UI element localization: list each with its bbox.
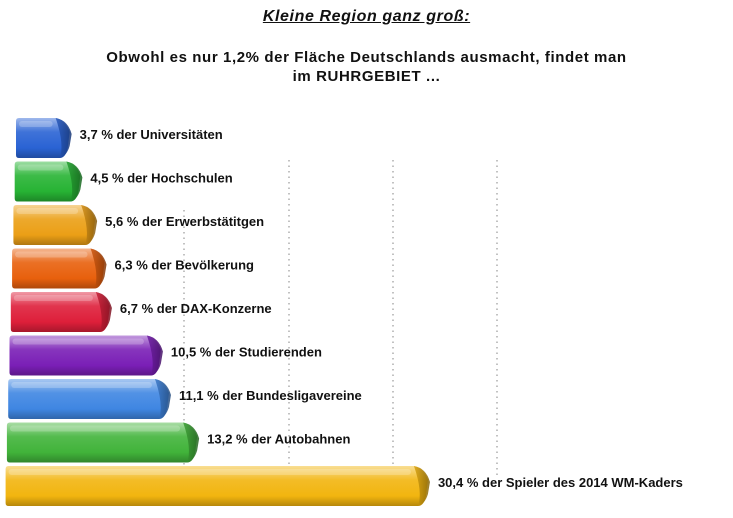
bar-label: 10,5 % der Studierenden: [171, 345, 322, 360]
chart-subtitle-line-1: Obwohl es nur 1,2% der Fläche Deutschlan…: [106, 49, 627, 66]
chart-header: Kleine Region ganz groß: Obwohl es nur 1…: [0, 8, 733, 86]
chart-subtitle: Obwohl es nur 1,2% der Fläche Deutschlan…: [0, 48, 733, 86]
bar: [6, 422, 200, 463]
bar: [10, 292, 112, 332]
bar-face: [5, 466, 428, 506]
bar-face: [9, 335, 161, 376]
bars: [5, 118, 430, 506]
bar-labels: 3,7 % der Universitäten 4,5 % der Hochsch…: [80, 127, 683, 490]
bar-highlight: [8, 469, 411, 475]
bar-label: 4,5 % der Hochschulen: [90, 171, 232, 186]
bar-face: [14, 161, 81, 202]
chart-subtitle-line-2: im RUHRGEBIET ...: [292, 68, 441, 85]
bar-highlight: [9, 425, 181, 432]
bar-highlight: [19, 121, 53, 127]
bar-face: [8, 379, 169, 419]
bar-label: 6,3 % der Bevölkerung: [115, 258, 254, 273]
bar-cap: [81, 205, 98, 245]
bar-cap: [95, 292, 112, 332]
bar-cap: [183, 422, 200, 463]
bar: [9, 335, 163, 376]
bar-label: 11,1 % der Bundesligavereine: [179, 388, 362, 403]
bar-highlight: [15, 251, 88, 258]
bar-label: 5,6 % der Erwerbstätitgen: [105, 214, 264, 229]
bar: [5, 466, 430, 506]
bar-cap: [90, 248, 107, 289]
bar-highlight: [16, 208, 79, 214]
bar-highlight: [13, 295, 93, 301]
bar: [14, 161, 83, 202]
bar-label: 13,2 % der Autobahnen: [207, 432, 350, 447]
gridlines: [183, 160, 498, 478]
bar-cap: [154, 379, 171, 419]
bar-cap: [413, 466, 430, 506]
bar-label: 3,7 % der Universitäten: [80, 127, 223, 142]
bar-label: 30,4 % der Spieler des 2014 WM-Kaders: [438, 475, 683, 490]
bar-cap: [146, 335, 163, 376]
bar-label: 6,7 % der DAX-Konzerne: [120, 301, 272, 316]
bar-cap: [66, 161, 83, 202]
bar-highlight: [17, 164, 64, 171]
bar: [12, 248, 107, 289]
bar-face: [13, 205, 96, 245]
bar-face: [12, 248, 105, 289]
bar-face: [16, 118, 70, 158]
chart-title: Kleine Region ganz groß:: [262, 8, 471, 25]
bar: [16, 118, 72, 158]
bar-cap: [55, 118, 72, 158]
bar: [8, 379, 171, 419]
bar-highlight: [11, 382, 152, 388]
bar-face: [10, 292, 110, 332]
bar: [13, 205, 98, 245]
bar-face: [6, 422, 198, 463]
bar-highlight: [12, 338, 144, 345]
